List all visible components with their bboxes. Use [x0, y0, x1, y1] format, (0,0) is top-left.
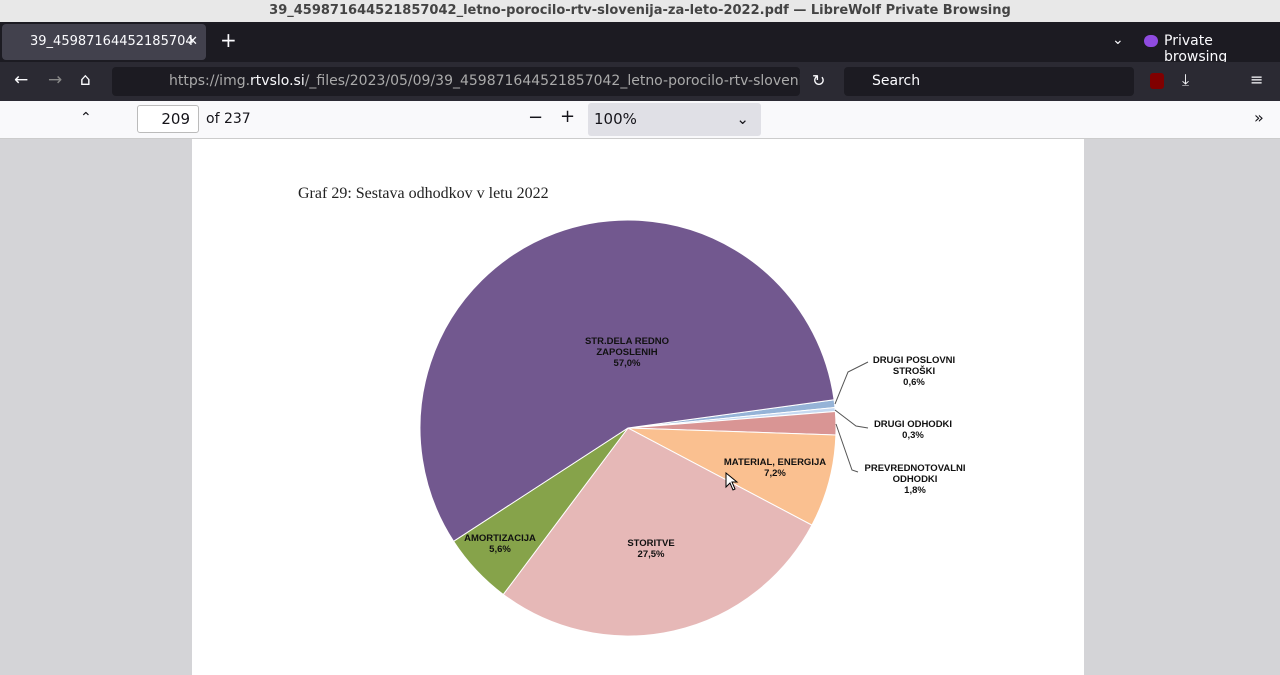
window-title: 39_459871644521857042_letno-porocilo-rtv…: [269, 3, 1011, 18]
slice-value: 57,0%: [613, 358, 641, 369]
slice-value: 5,6%: [489, 544, 511, 555]
tab[interactable]: 39_45987164452185704 ✕: [2, 24, 206, 60]
slice-category: STORITVE: [627, 538, 675, 549]
title-bar: 39_459871644521857042_letno-porocilo-rtv…: [0, 0, 1280, 22]
search-box[interactable]: Search: [844, 67, 1134, 96]
url-host: rtvslo.si: [250, 73, 305, 89]
zoom-value: 100%: [594, 110, 637, 128]
slice-category: PREVREDNOTOVALNI ODHODKI: [864, 463, 966, 485]
url-rest: /_files/2023/05/09/39_459871644521857042…: [304, 73, 800, 89]
slice-category: DRUGI ODHODKI: [873, 419, 953, 430]
pie-slice: [502, 427, 813, 637]
slice-category: AMORTIZACIJA: [464, 533, 536, 544]
ublock[interactable]: [1150, 73, 1164, 89]
slice-value: 0,6%: [903, 377, 925, 388]
tab-title: 39_45987164452185704: [30, 34, 194, 49]
tab-list[interactable]: ⌄: [1112, 32, 1124, 48]
pie-slice: [419, 219, 835, 542]
menu[interactable]: ≡: [1250, 70, 1264, 89]
page-number: 209: [161, 110, 190, 128]
zoom-select[interactable]: 100% ⌄: [588, 103, 761, 136]
page-count: of 237: [206, 111, 251, 127]
slice-label: DRUGI POSLOVNI STROŠKI 0,6%: [864, 355, 964, 388]
leader-line: [834, 409, 869, 429]
search-placeholder: Search: [872, 73, 921, 89]
leader-line: [834, 361, 869, 405]
slice-label: AMORTIZACIJA 5,6%: [450, 533, 550, 555]
slice-label: PREVREDNOTOVALNI ODHODKI 1,8%: [855, 463, 975, 496]
private-icon: [1144, 35, 1158, 47]
slice-label: MATERIAL, ENERGIJA 7,2%: [715, 457, 835, 479]
new-tab[interactable]: +: [220, 28, 237, 52]
pdf-toolbar: ⌃ 209 of 237 − + 100% ⌄ »: [0, 101, 1280, 139]
leader-line: [835, 423, 859, 473]
slice-value: 0,3%: [902, 430, 924, 441]
nav-bar: ← → ⌂ https://img.rtvslo.si/_files/2023/…: [0, 62, 1280, 101]
slice-label: DRUGI ODHODKI 0,3%: [863, 419, 963, 441]
back[interactable]: ←: [14, 70, 29, 90]
slice-label: STR.DELA REDNO ZAPOSLENIH 57,0%: [572, 336, 682, 369]
page-input[interactable]: 209: [137, 105, 199, 133]
chart-heading: Graf 29: Sestava odhodkov v letu 2022: [298, 185, 549, 202]
downloads[interactable]: ⤓: [1182, 70, 1190, 89]
slice-label: STORITVE 27,5%: [606, 538, 696, 560]
private-label: Private browsing: [1164, 33, 1228, 65]
slice-value: 27,5%: [637, 549, 665, 560]
home[interactable]: ⌂: [80, 70, 91, 90]
zoom-out[interactable]: −: [528, 107, 544, 128]
slice-value: 1,8%: [904, 485, 926, 496]
tab-bar: 39_45987164452185704 ✕ + ⌄ Private browsi…: [0, 22, 1280, 65]
slice-category: STR.DELA REDNO ZAPOSLENIH: [584, 336, 670, 358]
cursor: [725, 472, 739, 491]
slice-value: 7,2%: [764, 468, 786, 479]
slice-category: DRUGI POSLOVNI STROŠKI: [872, 355, 956, 377]
zoom-in[interactable]: +: [560, 106, 576, 127]
url-bar[interactable]: https://img.rtvslo.si/_files/2023/05/09/…: [112, 67, 800, 96]
more-tools[interactable]: »: [1254, 108, 1264, 127]
url-prefix: https://img.: [169, 73, 251, 89]
prev-page[interactable]: ⌃: [80, 110, 92, 126]
slice-category: MATERIAL, ENERGIJA: [723, 457, 827, 468]
reload[interactable]: ↻: [812, 71, 826, 90]
forward[interactable]: →: [48, 70, 63, 90]
